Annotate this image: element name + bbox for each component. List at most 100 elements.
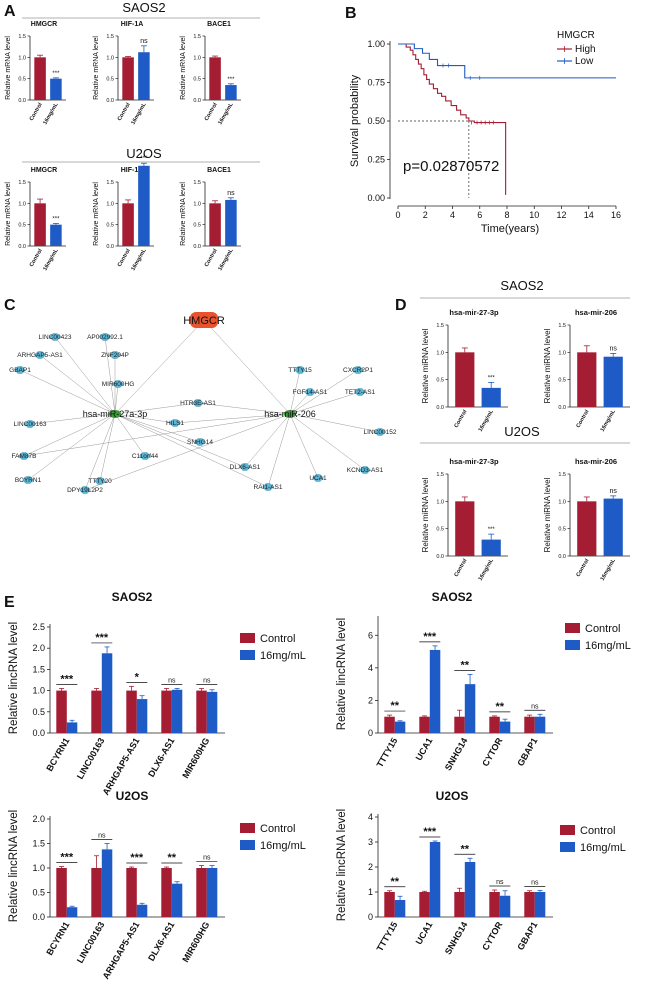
panel-a-chart-1-ytick-label: 1.0 [18,55,26,61]
panel-a-chart-2-significance: ns [140,38,148,45]
km-xtick-label: 14 [584,210,594,220]
panel-d-chart-4-xtick-label: Control [576,558,591,578]
panel-e-chart-4-bar-control [419,892,430,917]
panel-e-chart-2-significance: *** [423,631,437,643]
panel-e-chart-1-ytick-label: 2.5 [32,622,45,632]
panel-letter-d: D [395,297,407,314]
km-xtick-label: 16 [611,210,621,220]
panel-e-chart-4-ytick-label: 2 [368,862,373,872]
edge-mir1-target [19,369,116,415]
panel-e-chart-1-bar-control [91,690,102,733]
edge-mir1-target [114,402,199,415]
panel-e-chart-1-bar-control [126,690,137,733]
panel-e-chart-1-ytick-label: 0.5 [32,707,45,717]
km-ytick-label: 0.00 [367,193,385,203]
panel-e-chart-1-ytick-label: 1.5 [32,664,45,674]
panel-d-chart-2-significance: ns [609,345,617,352]
panel-e-chart-1-bar-control [56,690,67,733]
panel-e-chart-4-legend-label-control: Control [580,825,615,837]
panel-a-chart-6-ytick-label: 0.0 [193,244,201,250]
panel-e-chart-4-bar-control [384,892,395,917]
panel-a-chart-6-ytick-label: 1.5 [193,180,201,186]
panel-d-chart-1-ytick-label: 0.0 [436,405,444,411]
panel-a-chart-4-significance: *** [52,216,60,222]
panel-letter-e: E [4,594,15,611]
network-node-label: HTR3E-AS1 [180,400,216,407]
network-node-label: UCA1 [309,475,327,482]
edge-mir2-target [289,369,359,415]
panel-e-chart-3-xtick-label: ARHGAP5-AS1 [101,920,142,981]
panel-e-chart-2-title: SAOS2 [432,590,473,604]
network-node-label: LINC00423 [39,334,72,341]
edge-mir1-target [39,354,116,415]
panel-a-chart-6-bar-control [209,203,221,246]
panel-letter-c: C [4,297,16,314]
panel-a-chart-6-significance: ns [227,190,235,197]
panel-a-chart-4-xtick-label: Control [29,248,44,268]
panel-a-chart-5-bar-control [122,203,134,246]
panel-e-chart-3-ytick-label: 0.5 [32,888,45,898]
panel-e-chart-4-legend-swatch-treated [560,842,575,852]
panel-e-chart-3-significance: *** [60,852,74,864]
panel-e-chart-1-bar-control [161,690,172,733]
network-node-label: TTTY15 [288,367,312,374]
panel-a-chart-4-ytick-label: 0.0 [18,244,26,250]
panel-a-chart-1-significance: *** [52,71,60,77]
panel-e-chart-3-ylabel: Relative lincRNA level [8,810,20,923]
panel-e-chart-2-bar-treated [429,649,441,733]
panel-e-chart-3-xtick-label: MIR600HG [180,920,211,964]
network-node-label: DLX6-AS1 [230,464,261,471]
panel-e-chart-3-title: U2OS [116,789,149,803]
panel-a-chart-1-bar-control [34,57,46,100]
panel-a-chart-4-bar-treated [50,224,62,246]
panel-a-chart-1-ytick-label: 0.5 [18,77,26,83]
panel-e-chart-4-xtick-label: CYTOR [480,920,505,953]
panel-b-survival: 0 2 4 6 8 10 12 14 16 0.00 0.25 0.50 0.75 1.00 Surviva… [349,30,621,235]
panel-e-chart-4-ylabel: Relative lincRNA level [336,809,348,922]
panel-letter-a: A [4,3,16,20]
km-xtick-label: 12 [556,210,566,220]
panel-d-chart-3-ytick-label: 0.5 [436,527,444,533]
panel-a-chart-6-ytick-label: 1.0 [193,201,201,207]
panel-e-chart-4-bar-control [524,892,535,917]
panel-a-chart-5-ytick-label: 1.0 [106,201,114,207]
panel-a-chart-3-bar-treated [225,85,237,100]
edge-mir2-target [289,391,361,415]
panel-a-chart-2-xtick-label: 16mg/mL [130,101,148,125]
panel-e-chart-1-bar-treated [206,691,218,733]
panel-e-chart-2-ytick-label: 4 [368,663,373,673]
edge-mir1-target [114,413,176,424]
km-legend-label-low: Low [575,56,594,67]
network-node-label: TET2-AS1 [345,389,376,396]
km-pvalue: p=0.02870572 [403,158,499,175]
panel-e-chart-4-significance: *** [423,826,437,838]
network-node-label: ZNF204P [101,352,129,359]
edge-cross [84,413,291,491]
panel-d-chart-2-title: hsa-mir-206 [575,308,617,317]
panel-e-chart-4-xtick-label: GBAP1 [515,920,539,952]
edge-mir1-target [114,383,119,415]
panel-a-chart-1-title: HMGCR [31,21,57,28]
panel-d-chart-4-ytick-label: 1.5 [558,472,566,478]
panel-e-chart-3-legend-swatch-control [240,823,255,833]
network-node-label: ARHGAP5-AS1 [17,352,63,359]
panel-e-chart-2-bar-treated [534,716,546,733]
panel-e-chart-3-significance: ** [168,852,177,864]
panel-d-chart-1-significance: *** [488,375,496,381]
panel-d-chart-2-ylabel: Relative miRNA level [543,328,552,403]
panel-d-chart-3-title: hsa-mir-27-3p [449,457,499,466]
panel-e-chart-3-legend-label-treated: 16mg/mL [260,840,306,852]
panel-d-group2-title: U2OS [504,424,540,439]
panel-e-chart-4-bar-control [489,892,500,917]
panel-e-chart-1-legend-label-treated: 16mg/mL [260,650,306,662]
panel-e-chart-1-bar-treated [66,722,78,733]
panel-a-chart-1-ytick-label: 1.5 [18,34,26,40]
panel-e-chart-3-significance: ns [203,855,211,862]
edge-mir2-target [289,369,301,415]
panel-a-chart-2-ytick-label: 1.0 [106,55,114,61]
network-node-lncrna [239,463,251,471]
panel-d-chart-3-ytick-label: 1.5 [436,472,444,478]
panel-e-chart-2-legend-label-treated: 16mg/mL [585,640,631,652]
network-node-label: RAI1-AS1 [254,484,283,491]
panel-a-group1-title: SAOS2 [122,0,165,15]
